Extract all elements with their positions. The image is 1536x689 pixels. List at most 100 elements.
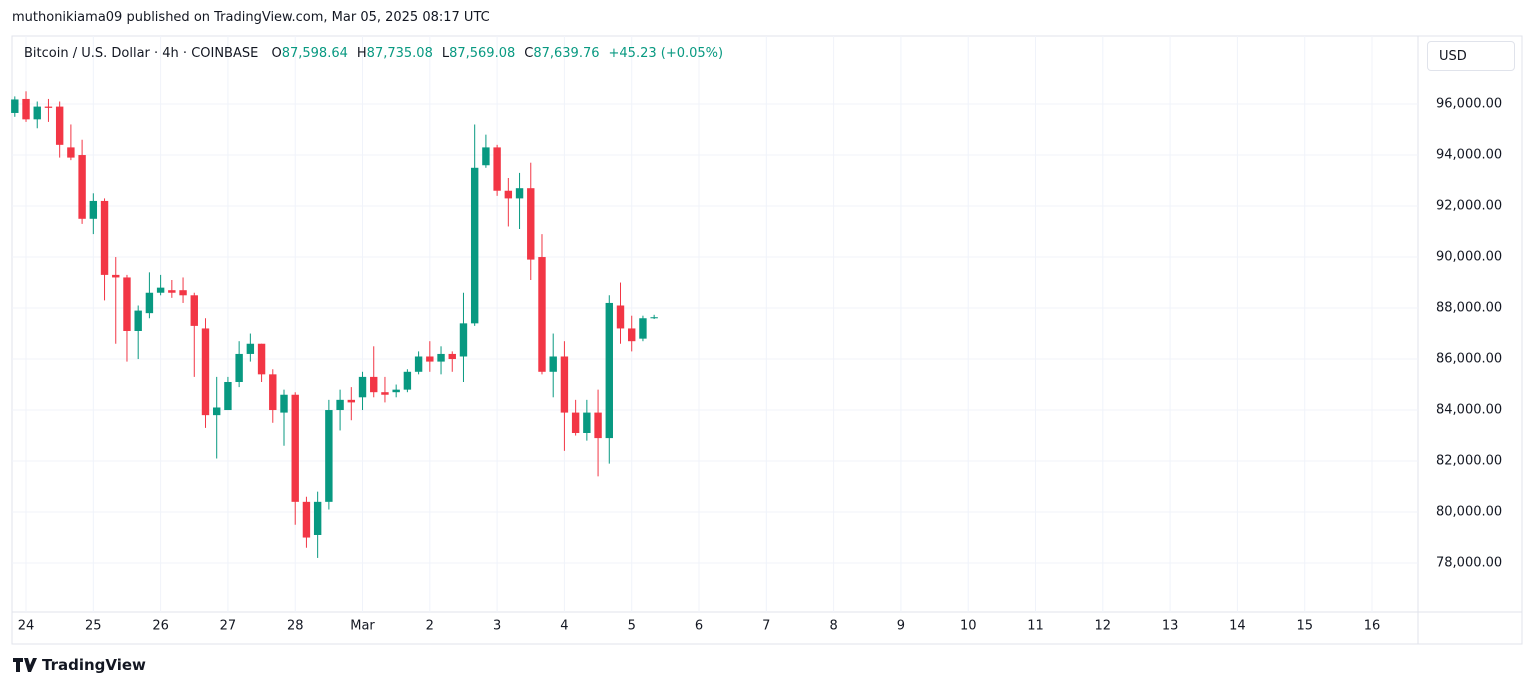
grid (12, 36, 1418, 612)
ohlc-value: 87,569.08 (449, 46, 516, 61)
logo (13, 658, 37, 672)
x-tick-label: 9 (897, 619, 905, 634)
candle-body (403, 371, 412, 390)
candle-body (201, 328, 210, 416)
candle-body (190, 295, 198, 326)
candle-body (527, 188, 535, 260)
y-tick-label: 94,000.00 (1436, 148, 1502, 163)
x-tick-label: 28 (287, 619, 304, 634)
candle-body (302, 501, 311, 538)
x-tick-label: 7 (762, 619, 770, 634)
candle-body (44, 106, 53, 108)
y-tick-label: 82,000.00 (1436, 454, 1502, 469)
candle-body (179, 290, 187, 296)
candle-body (650, 317, 658, 319)
y-tick-label: 96,000.00 (1436, 97, 1502, 112)
candle-body (459, 323, 468, 357)
x-tick-label: 13 (1162, 619, 1179, 634)
candle-body (560, 356, 569, 413)
candle-body (134, 310, 142, 331)
candle-body (246, 343, 255, 354)
ohlc-item: L87,569.08 (442, 46, 515, 61)
x-tick-label: 26 (152, 619, 169, 634)
candle-body (392, 389, 400, 393)
y-tick-label: 80,000.00 (1436, 505, 1502, 520)
candle-body (123, 277, 131, 331)
footer-brand: TradingView (13, 656, 146, 674)
candle-body (325, 410, 333, 502)
candle-body (145, 292, 154, 314)
candle-body (11, 99, 19, 113)
ohlc-value: 87,735.08 (366, 46, 433, 61)
candle-body (549, 356, 557, 372)
candle-body (426, 356, 434, 362)
candle-body (571, 412, 580, 433)
candle-body (358, 376, 367, 398)
ohlc-value: 87,639.76 (533, 46, 600, 61)
publish-header: muthonikiama09 published on TradingView.… (12, 10, 490, 25)
candle-body (33, 106, 41, 120)
ohlc-prefix: L (441, 46, 450, 61)
ohlc-prefix: O (271, 46, 282, 61)
x-tick-label: 3 (493, 619, 501, 634)
candle-body (280, 394, 288, 413)
candle-body (67, 147, 75, 158)
ohlc-item: H87,735.08 (357, 46, 433, 61)
x-tick-label: 16 (1364, 619, 1381, 634)
ohlc-item: O87,598.64 (271, 46, 347, 61)
x-tick-label: 2 (426, 619, 434, 634)
candle-body (414, 356, 423, 372)
candle-body (347, 399, 356, 403)
price-change: +45.23 (+0.05%) (608, 46, 724, 61)
candle-body (168, 290, 176, 293)
candle-body (213, 407, 221, 416)
candle-body (156, 287, 165, 293)
candle-body (504, 190, 513, 199)
candle-body (538, 257, 546, 372)
ohlc-item: C87,639.76 (524, 46, 599, 61)
candle-body (448, 353, 456, 360)
x-tick-label: 4 (560, 619, 568, 634)
candle-body (437, 353, 445, 362)
y-tick-label: 86,000.00 (1436, 352, 1502, 367)
y-tick-label: 88,000.00 (1436, 301, 1502, 316)
candle-body (112, 274, 120, 278)
axes: 78,000.00 80,000.00 82,000.00 84,000.00 86,0… (18, 97, 1502, 634)
candle-body (381, 392, 389, 395)
candle-body (55, 106, 64, 145)
candle-body (470, 167, 479, 324)
candle-body (493, 147, 501, 191)
symbol-title: Bitcoin / U.S. Dollar · 4h · COINBASE (24, 46, 259, 61)
x-tick-label: Mar (350, 619, 375, 634)
x-tick-label: 14 (1229, 619, 1246, 634)
x-tick-label: 8 (829, 619, 837, 634)
candle-body (224, 381, 232, 411)
candle-body (639, 318, 647, 339)
candle-body (628, 328, 636, 342)
y-tick-label: 84,000.00 (1436, 403, 1502, 418)
candle-body (257, 343, 266, 375)
candle-body (100, 200, 109, 275)
y-tick-label: 78,000.00 (1436, 556, 1502, 571)
ohlc-prefix: C (524, 46, 534, 61)
candle-body (235, 353, 243, 382)
candle-body (594, 412, 602, 439)
y-tick-label: 90,000.00 (1436, 250, 1502, 265)
candle-body (78, 155, 86, 219)
candle-body (605, 302, 613, 439)
candle-body (291, 394, 299, 502)
candle-body (370, 376, 378, 393)
currency-button[interactable]: USD (1427, 41, 1515, 71)
x-tick-label: 24 (18, 619, 35, 634)
candles (11, 91, 658, 558)
x-tick-label: 25 (85, 619, 102, 634)
x-tick-label: 5 (628, 619, 636, 634)
x-tick-label: 15 (1296, 619, 1313, 634)
footer-text: TradingView (42, 656, 146, 674)
candle-body (269, 374, 277, 411)
candle-body (313, 501, 322, 535)
candle-body (583, 412, 591, 433)
ohlc-prefix: H (356, 46, 367, 61)
candle-body (616, 305, 625, 329)
x-tick-label: 10 (960, 619, 977, 634)
